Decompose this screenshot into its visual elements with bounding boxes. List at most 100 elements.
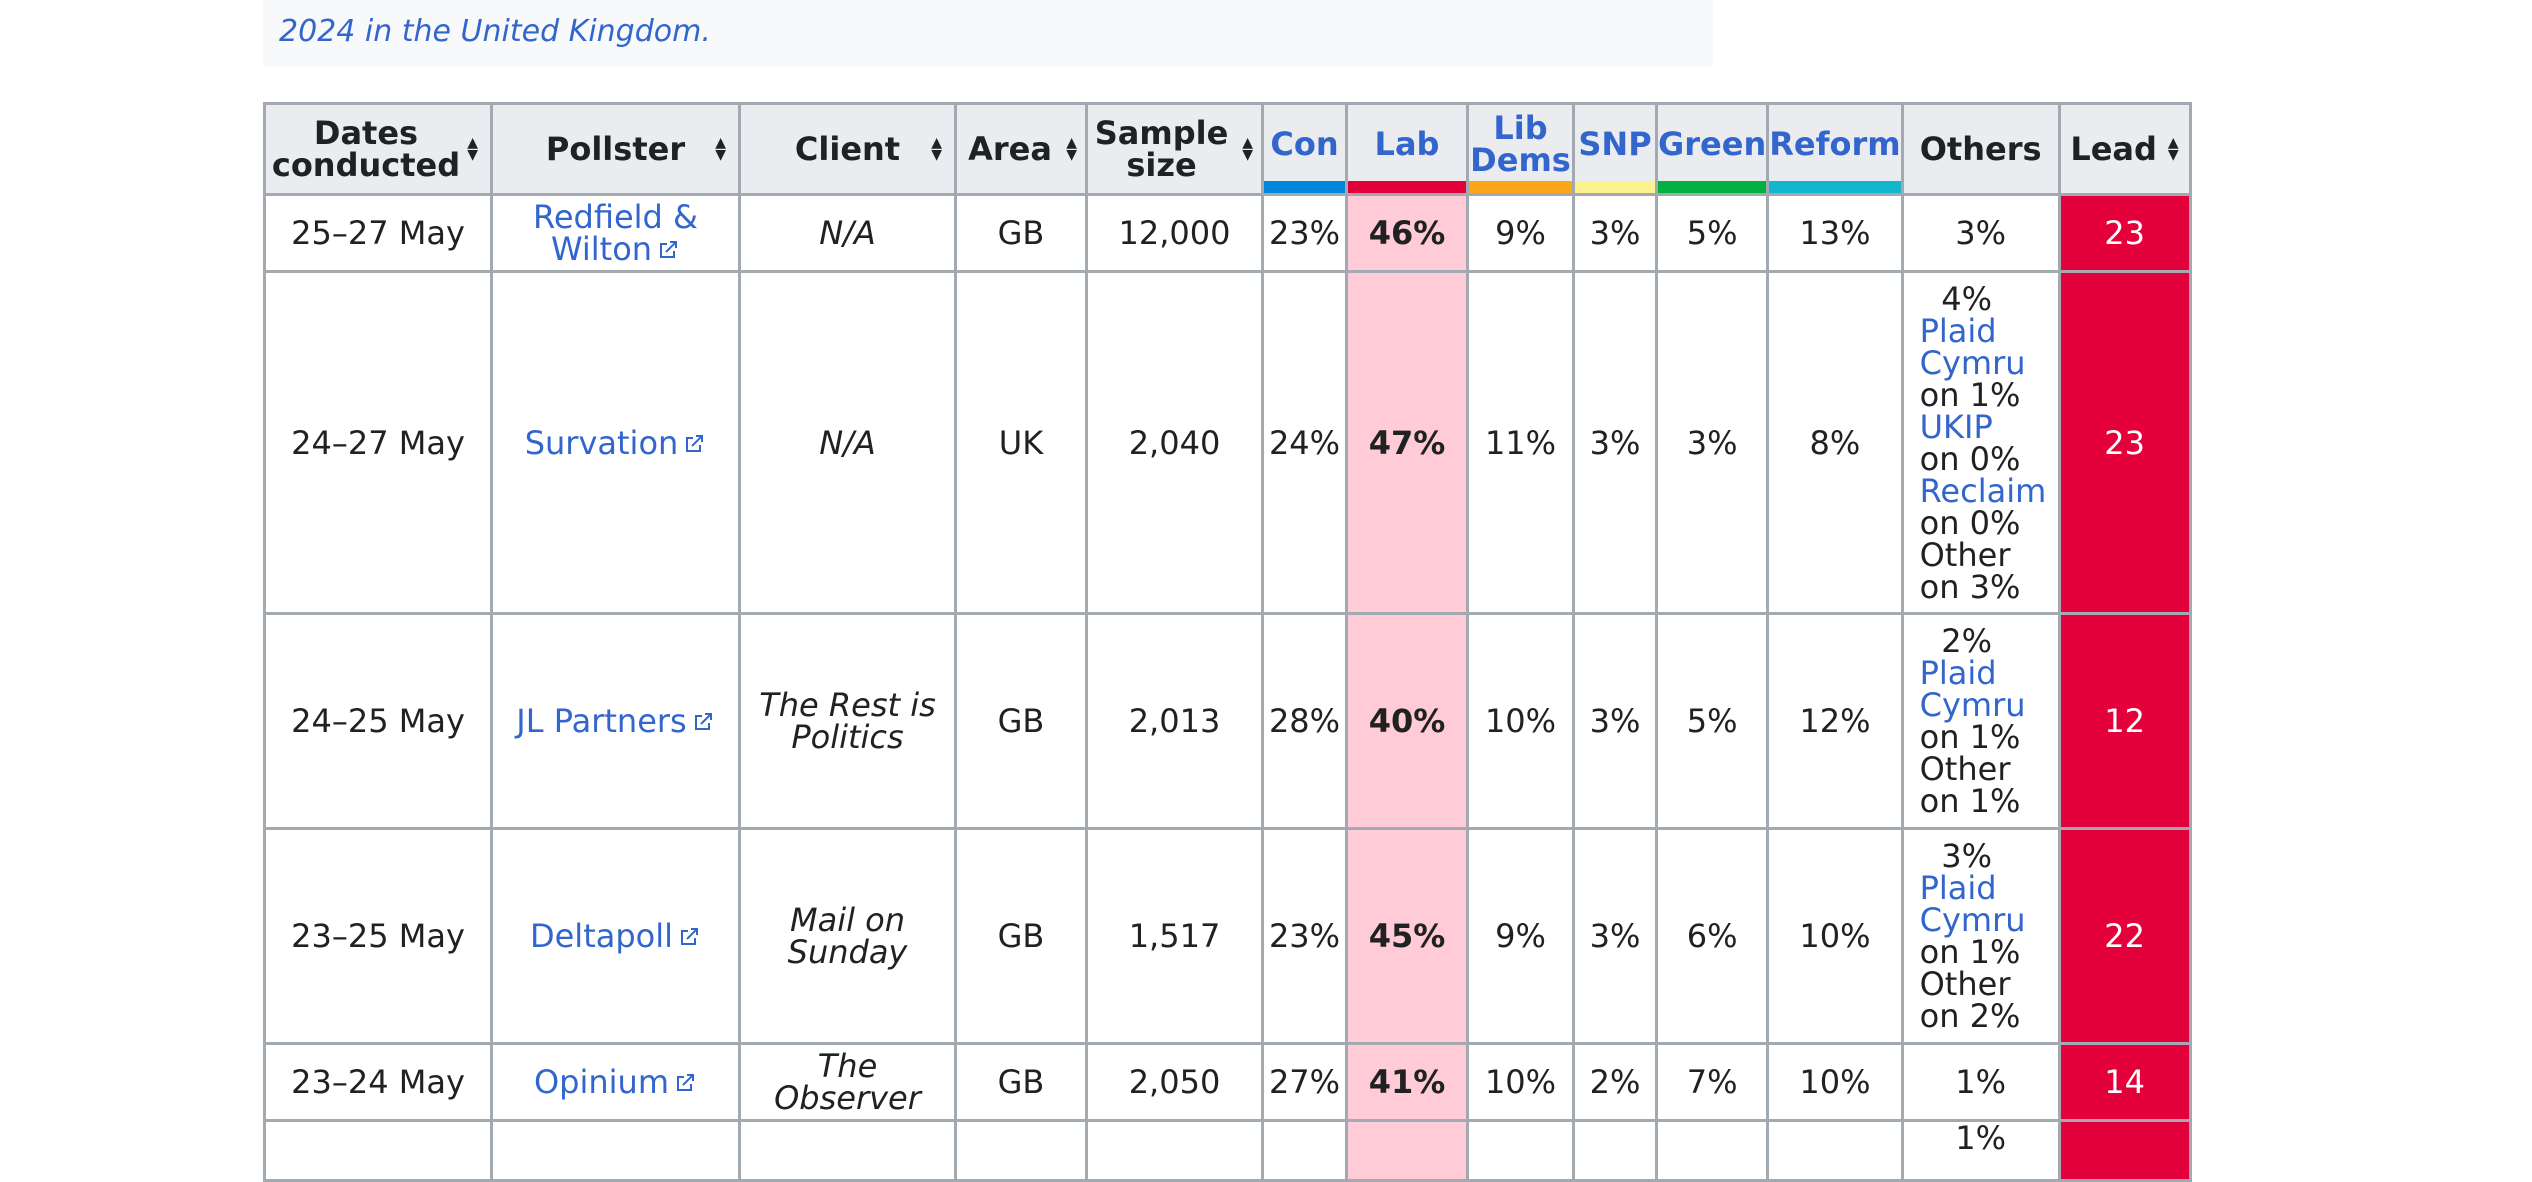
cell-green: 3%: [1654, 270, 1770, 615]
col-header-snp[interactable]: SNP: [1572, 102, 1658, 196]
cell-client: The Observer: [738, 1042, 957, 1122]
party-link-snp[interactable]: SNP: [1578, 125, 1652, 163]
sort-icon[interactable]: ▲ ▼: [1242, 135, 1253, 163]
others-party-link[interactable]: Plaid Cymru: [1919, 869, 2026, 939]
others-party-link[interactable]: Plaid Cymru: [1919, 654, 2026, 724]
cell-con: 28%: [1261, 612, 1348, 830]
cell-libdems: 9%: [1466, 193, 1575, 273]
col-header-lab[interactable]: Lab: [1345, 102, 1469, 196]
cell-green-value: 6%: [1686, 917, 1738, 955]
external-link-icon[interactable]: [656, 235, 680, 259]
col-header-area[interactable]: Area ▲ ▼: [954, 102, 1088, 196]
cell-lab-value: 41%: [1368, 1063, 1446, 1101]
external-link-icon[interactable]: [673, 1068, 697, 1092]
cell-sample-text: 2,040: [1128, 423, 1221, 462]
sort-icon[interactable]: ▲ ▼: [715, 135, 726, 163]
pollster-link[interactable]: JL Partners: [516, 702, 687, 740]
party-color-bar-reform: [1769, 181, 1901, 193]
party-link-green[interactable]: Green: [1658, 125, 1767, 163]
others-breakdown: 4% Plaid Cymru on 1% UKIP on 0% Reclaim on …: [1904, 283, 2047, 603]
others-breakdown: 3% Plaid Cymru on 1% Other on 2%: [1904, 840, 2030, 1032]
cell-reform-value: 8%: [1809, 423, 1861, 462]
table-row: 23–25 May Deltapoll Mail on Sunday GB 1,517 2…: [263, 827, 2192, 1045]
cell-con-value: 27%: [1268, 1063, 1341, 1101]
cell-pollster: JL Partners: [490, 612, 741, 830]
party-link-lab[interactable]: Lab: [1374, 125, 1440, 163]
others-total: 1%: [1955, 1119, 2006, 1157]
cell-snp-value: 3%: [1589, 423, 1641, 462]
sort-icon[interactable]: ▲ ▼: [1066, 135, 1077, 163]
cell-sample-size: [1085, 1119, 1264, 1182]
col-header-con[interactable]: Con: [1261, 102, 1348, 196]
col-header-lead[interactable]: Lead ▲ ▼: [2057, 102, 2192, 196]
table-row: 1%: [263, 1119, 2192, 1182]
cell-libdems: 11%: [1466, 270, 1575, 615]
cell-lead: 23: [2057, 270, 2192, 615]
cell-green: 5%: [1654, 193, 1770, 273]
sort-icon[interactable]: ▲ ▼: [931, 135, 942, 163]
party-link-con[interactable]: Con: [1270, 125, 1339, 163]
cell-con-value: 24%: [1268, 423, 1341, 462]
pollster-link[interactable]: Opinium: [533, 1063, 669, 1101]
cell-others: 2% Plaid Cymru on 1% Other on 1%: [1900, 612, 2061, 830]
sort-icon[interactable]: ▲ ▼: [2167, 135, 2179, 163]
cell-sample-text: 12,000: [1118, 214, 1231, 252]
cell-libdems-value: 9%: [1495, 917, 1546, 955]
cell-snp-value: 3%: [1589, 702, 1641, 740]
cell-snp: 3%: [1572, 612, 1658, 830]
pollster-link[interactable]: Redfield & Wilton: [533, 198, 698, 268]
cell-snp: 3%: [1572, 270, 1658, 615]
cell-lead-value: 23: [2104, 423, 2145, 462]
others-breakdown: 2% Plaid Cymru on 1% Other on 1%: [1904, 625, 2030, 817]
party-link-libdems[interactable]: Lib Dems: [1470, 109, 1571, 179]
others-party-link[interactable]: Plaid Cymru: [1919, 311, 2026, 382]
cell-reform: 12%: [1766, 612, 1904, 830]
others-party-link[interactable]: UKIP: [1919, 407, 1993, 446]
cell-reform-value: 10%: [1799, 1063, 1871, 1101]
cell-area: [954, 1119, 1088, 1182]
cell-client: N/A: [738, 270, 957, 615]
party-link-reform[interactable]: Reform: [1769, 125, 1901, 163]
cell-sample-size: 2,040: [1085, 270, 1264, 615]
pollster-link[interactable]: Survation: [524, 423, 679, 462]
col-header-pollster[interactable]: Pollster ▲ ▼: [490, 102, 741, 196]
sort-icon[interactable]: ▲ ▼: [467, 135, 478, 163]
cell-libdems-value: 10%: [1484, 702, 1557, 740]
cell-sample-size: 1,517: [1085, 827, 1264, 1045]
cell-dates: [263, 1119, 493, 1182]
cell-area-text: GB: [997, 917, 1045, 955]
external-link-icon[interactable]: [677, 922, 701, 946]
col-header-green[interactable]: Green: [1654, 102, 1770, 196]
cell-lab: 45%: [1345, 827, 1469, 1045]
external-link-icon[interactable]: [682, 429, 706, 453]
cell-area-text: GB: [997, 214, 1045, 252]
others-party-link[interactable]: Reclaim: [1919, 471, 2047, 510]
col-header-libdems[interactable]: Lib Dems: [1466, 102, 1575, 196]
col-header-sample-size[interactable]: Sample size ▲ ▼: [1085, 102, 1264, 196]
cell-reform-value: 13%: [1799, 214, 1871, 252]
col-header-dates[interactable]: Dates conducted ▲ ▼: [263, 102, 493, 196]
cell-area-text: GB: [997, 1063, 1045, 1101]
cell-con: 24%: [1261, 270, 1348, 615]
cell-dates: 23–24 May: [263, 1042, 493, 1122]
cell-area: GB: [954, 1042, 1088, 1122]
table-caption[interactable]: 2024 in the United Kingdom.: [279, 14, 711, 49]
pollster-link[interactable]: Deltapoll: [529, 917, 674, 955]
col-header-reform[interactable]: Reform: [1766, 102, 1904, 196]
cell-others: 1%: [1900, 1042, 2061, 1122]
cell-area-text: UK: [998, 423, 1044, 462]
col-header-client[interactable]: Client ▲ ▼: [738, 102, 957, 196]
cell-lab: 41%: [1345, 1042, 1469, 1122]
cell-area: GB: [954, 827, 1088, 1045]
cell-dates: 23–25 May: [263, 827, 493, 1045]
cell-green-value: 5%: [1686, 214, 1738, 252]
cell-client-text: The Observer: [774, 1047, 921, 1117]
external-link-icon[interactable]: [691, 707, 715, 731]
table-row: 24–27 May Survation N/A UK 2,040 24% 47% 11% 3% 3…: [263, 270, 2192, 615]
others-party-value: on 1%: [1919, 375, 2021, 414]
cell-snp: [1572, 1119, 1658, 1182]
cell-libdems: [1466, 1119, 1575, 1182]
others-party-name: Other: [1919, 535, 2011, 574]
cell-libdems-value: 10%: [1484, 1063, 1557, 1101]
table-header-row: Dates conducted ▲ ▼ Pollster ▲ ▼ Client ▲ ▼…: [263, 102, 2192, 196]
